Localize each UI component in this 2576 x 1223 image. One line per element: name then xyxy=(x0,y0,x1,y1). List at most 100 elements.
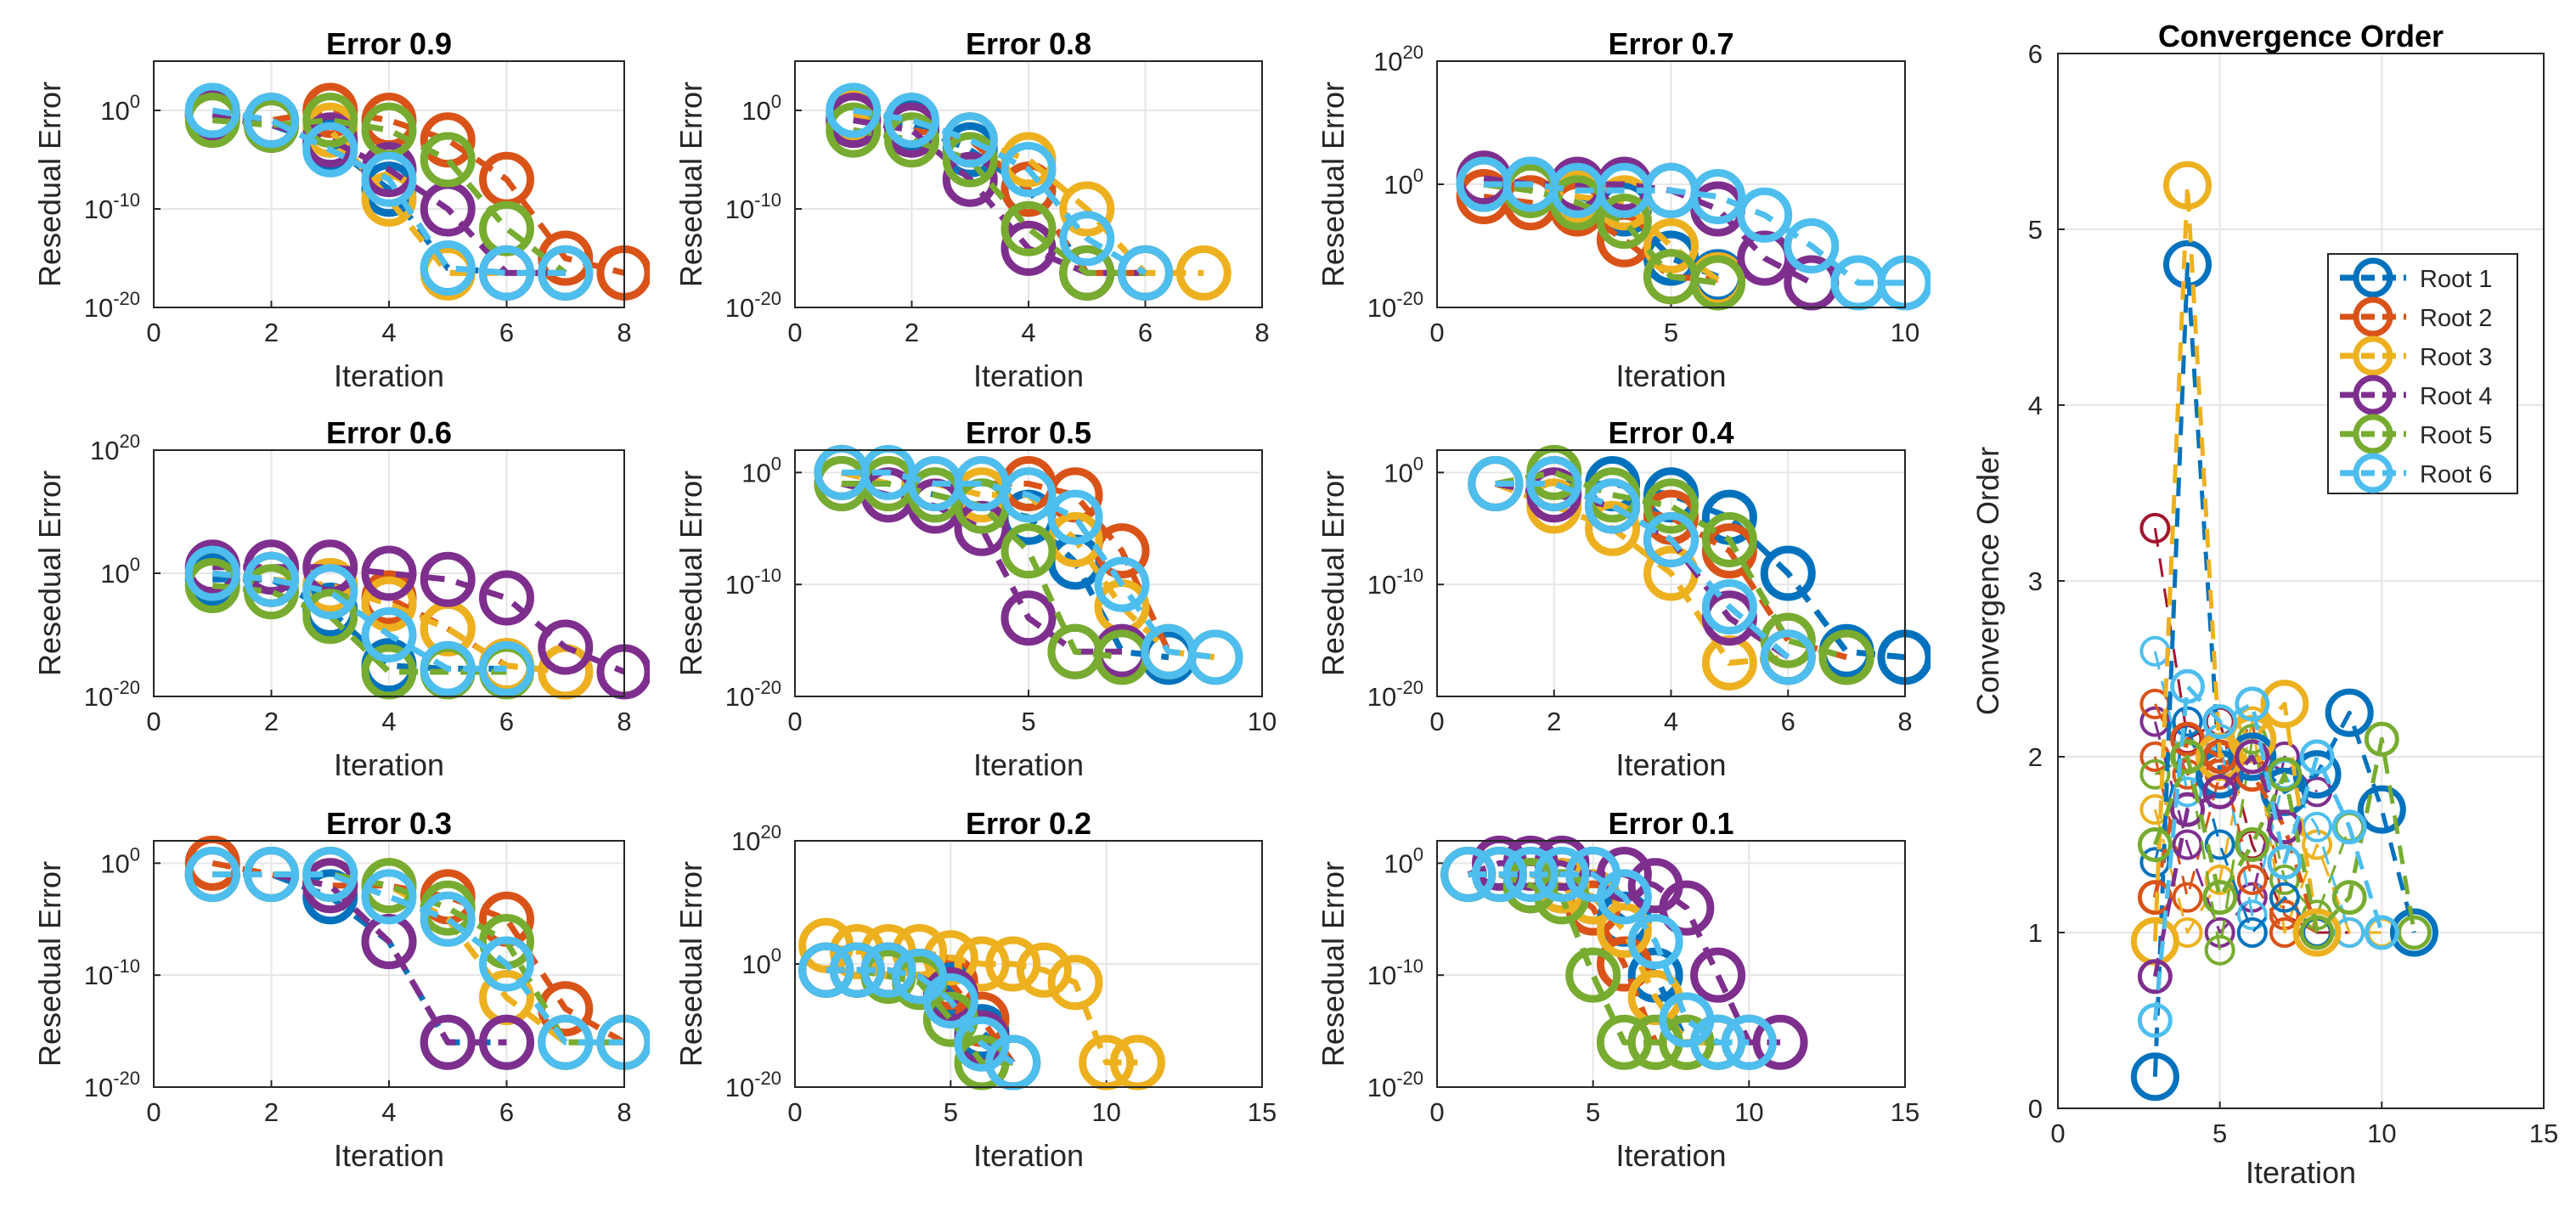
y-axis-label: Resedual Error xyxy=(674,861,708,1067)
legend-label: Root 3 xyxy=(2420,344,2492,371)
legend-marker xyxy=(2353,414,2393,454)
data-point xyxy=(1701,579,1757,635)
x-tick-label: 0 xyxy=(787,318,802,347)
data-point xyxy=(2163,161,2212,210)
data-point xyxy=(2172,882,2203,913)
data-point xyxy=(1596,194,1652,249)
series-path xyxy=(853,117,1146,276)
legend-label: Root 5 xyxy=(2420,422,2492,449)
data-point xyxy=(2331,809,2367,845)
series-path xyxy=(211,112,566,276)
series-4-line xyxy=(2137,739,2303,995)
series-6-line xyxy=(1456,156,1931,311)
chart-title: Error 0.8 xyxy=(966,26,1091,61)
data-point xyxy=(1468,456,1524,512)
data-point xyxy=(829,942,885,998)
data-point xyxy=(361,151,417,207)
axes-box xyxy=(153,840,625,1088)
data-point xyxy=(1760,612,1816,668)
data-point xyxy=(2235,739,2270,775)
series-path xyxy=(826,967,1015,1066)
x-axis-label: Iteration xyxy=(1615,358,1726,393)
y-tick-label: 10-20 xyxy=(725,1068,781,1102)
data-point xyxy=(479,640,534,696)
legend-box xyxy=(2327,253,2518,494)
x-tick-label: 8 xyxy=(617,707,631,736)
data-point xyxy=(302,589,358,645)
data-point xyxy=(1659,880,1715,936)
x-tick-label: 2 xyxy=(264,707,279,736)
y-tick-label: 6 xyxy=(2028,39,2043,69)
y-tick-label: 100 xyxy=(1384,843,1423,878)
data-point xyxy=(2139,706,2171,737)
series-path xyxy=(1468,871,1750,1045)
series-path xyxy=(211,570,566,675)
data-point xyxy=(361,545,417,601)
x-axis-label: Iteration xyxy=(1615,1138,1726,1173)
data-point xyxy=(2163,240,2212,289)
data-point xyxy=(1643,478,1699,534)
chart-title: Error 0.1 xyxy=(1608,806,1733,841)
x-tick-label: 10 xyxy=(1091,1097,1120,1127)
data-point xyxy=(1784,218,1840,273)
plot-area xyxy=(798,917,1165,1091)
data-point xyxy=(2170,721,2206,757)
x-axis-label: Iteration xyxy=(334,747,444,782)
y-axis-label: Resedual Error xyxy=(674,82,708,287)
x-tick-label: 2 xyxy=(905,318,919,347)
data-point xyxy=(2172,776,2203,808)
series-5-line xyxy=(2137,721,2432,950)
x-tick-label: 5 xyxy=(1021,707,1035,736)
plot-area xyxy=(1456,150,1931,311)
series-path xyxy=(2153,651,2351,933)
data-point xyxy=(420,891,476,947)
x-tick-label: 4 xyxy=(1664,707,1678,736)
series-path xyxy=(2154,703,2286,933)
data-point xyxy=(1701,511,1757,567)
series-path xyxy=(211,583,507,675)
chart-title: Error 0.5 xyxy=(966,415,1091,450)
x-axis-label: Iteration xyxy=(2246,1155,2356,1190)
data-point xyxy=(2260,679,2309,729)
y-tick-label: 10-10 xyxy=(1367,955,1423,990)
data-point xyxy=(2137,1003,2173,1038)
data-point xyxy=(1059,181,1115,237)
data-point xyxy=(361,171,417,227)
data-point xyxy=(1643,511,1699,567)
y-tick-label: 10-10 xyxy=(725,189,781,224)
y-tick-label: 10-20 xyxy=(84,288,140,323)
data-point xyxy=(420,240,476,296)
series-path xyxy=(212,871,624,1045)
data-point xyxy=(1627,914,1683,970)
series-6-line xyxy=(1468,456,1816,685)
data-point xyxy=(798,942,854,998)
data-point xyxy=(302,93,358,149)
data-point xyxy=(2269,882,2300,913)
y-axis-label: Resedual Error xyxy=(674,471,708,676)
data-point xyxy=(2325,688,2374,737)
data-point xyxy=(2235,827,2270,862)
data-point xyxy=(244,847,299,903)
y-tick-label: 10-20 xyxy=(1367,288,1423,323)
y-tick-label: 100 xyxy=(1384,165,1423,200)
data-point xyxy=(1585,478,1641,534)
y-tick-label: 10-10 xyxy=(84,189,140,224)
series-path xyxy=(1494,481,1789,666)
data-point xyxy=(361,869,417,925)
series-6-line xyxy=(798,942,1041,1091)
data-point xyxy=(1752,1014,1808,1070)
x-tick-label: 10 xyxy=(1248,707,1277,736)
data-point xyxy=(1016,942,1072,998)
data-point xyxy=(942,112,998,168)
x-tick-label: 8 xyxy=(617,1097,631,1127)
data-point xyxy=(1721,1014,1777,1070)
x-axis-label: Iteration xyxy=(973,1138,1084,1173)
chart-title: Error 0.4 xyxy=(1608,415,1733,450)
data-point xyxy=(1001,142,1057,198)
series-path xyxy=(2153,736,2416,935)
series-path xyxy=(825,942,1138,1066)
y-axis-label: Resedual Error xyxy=(32,471,67,676)
data-point xyxy=(2236,917,2268,948)
legend-marker xyxy=(2353,296,2393,337)
